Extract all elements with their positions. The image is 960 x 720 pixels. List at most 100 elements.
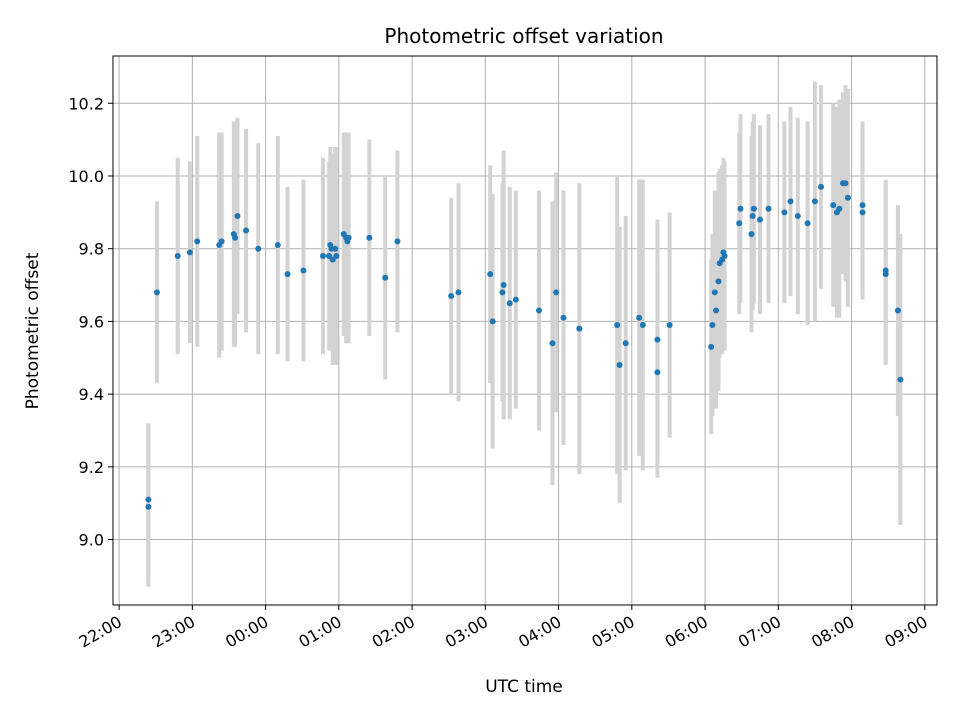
data-point	[506, 300, 513, 307]
data-point	[622, 340, 629, 347]
x-tick-label: 00:00	[222, 612, 271, 652]
data-point	[750, 205, 757, 212]
data-point	[654, 336, 661, 343]
data-point	[487, 271, 494, 278]
y-tick-label: 9.4	[79, 385, 104, 404]
data-point	[836, 205, 843, 212]
data-point	[804, 220, 811, 227]
data-point	[897, 376, 904, 383]
data-point	[787, 198, 794, 205]
data-point	[818, 183, 825, 190]
error-bars	[146, 81, 903, 587]
data-point	[781, 209, 788, 216]
data-point	[560, 314, 567, 321]
data-point	[708, 343, 715, 350]
y-tick-label: 10.0	[68, 167, 104, 186]
y-axis-label: Photometric offset	[23, 252, 43, 409]
y-tick-label: 9.6	[79, 312, 104, 331]
data-point	[842, 180, 849, 187]
data-point	[616, 362, 623, 369]
data-point	[639, 322, 646, 329]
data-point	[218, 238, 225, 245]
y-tick-label: 9.8	[79, 240, 104, 259]
data-point	[145, 503, 152, 510]
data-point	[448, 292, 455, 299]
data-point	[366, 234, 373, 241]
data-point	[549, 340, 556, 347]
data-point	[153, 289, 160, 296]
data-point	[666, 322, 673, 329]
data-points	[145, 180, 904, 510]
x-tick-label: 03:00	[442, 612, 491, 652]
data-point	[859, 209, 866, 216]
x-axis-label: UTC time	[485, 677, 563, 697]
data-point	[713, 307, 720, 314]
x-tick-label: 01:00	[295, 612, 344, 652]
x-tick-label: 22:00	[76, 612, 125, 652]
data-point	[794, 212, 801, 219]
data-point	[614, 322, 621, 329]
x-tick-label: 09:00	[881, 612, 930, 652]
data-point	[194, 238, 201, 245]
y-tick-label: 9.0	[79, 531, 104, 550]
data-point	[721, 252, 728, 259]
data-point	[186, 249, 193, 256]
data-point	[455, 289, 462, 296]
data-point	[844, 194, 851, 201]
y-tick-label: 9.2	[79, 458, 104, 477]
x-tick-label: 06:00	[662, 612, 711, 652]
x-tick-label: 04:00	[515, 612, 564, 652]
data-point	[332, 245, 339, 252]
data-point	[394, 238, 401, 245]
data-point	[274, 242, 281, 249]
data-point	[255, 245, 262, 252]
data-point	[736, 220, 743, 227]
data-point	[553, 289, 560, 296]
data-point	[333, 252, 340, 259]
grid	[113, 56, 937, 605]
data-point	[711, 289, 718, 296]
x-axis: 22:00 23:00 00:00 01:00 02:00 03:00 04:00 05:00…	[76, 605, 931, 652]
data-point	[830, 202, 837, 209]
data-point	[234, 212, 241, 219]
data-point	[811, 198, 818, 205]
plot-frame	[112, 55, 938, 606]
data-point	[654, 369, 661, 376]
chart-title: Photometric offset variation	[384, 24, 663, 48]
data-point	[145, 496, 152, 503]
data-point	[859, 202, 866, 209]
data-point	[329, 256, 336, 263]
data-point	[737, 205, 744, 212]
x-tick-label: 02:00	[369, 612, 418, 652]
data-point	[174, 252, 181, 259]
data-point	[756, 216, 763, 223]
data-point	[500, 282, 507, 289]
data-point	[232, 234, 239, 241]
data-point	[382, 274, 389, 281]
data-point	[636, 314, 643, 321]
data-point	[345, 234, 352, 241]
x-tick-label: 07:00	[735, 612, 784, 652]
data-point	[709, 322, 716, 329]
data-point	[576, 325, 583, 332]
data-point	[284, 271, 291, 278]
data-point	[326, 252, 333, 259]
data-point	[748, 231, 755, 238]
y-axis: 9.0 9.2 9.4 9.6 9.8 10.0 10.2	[68, 94, 113, 550]
data-point	[715, 278, 722, 285]
data-point	[243, 227, 250, 234]
x-tick-label: 05:00	[588, 612, 637, 652]
data-point	[749, 212, 756, 219]
data-point	[882, 271, 889, 278]
data-point	[319, 252, 326, 259]
data-point	[300, 267, 307, 274]
data-point	[536, 307, 543, 314]
data-point	[499, 289, 506, 296]
x-tick-label: 23:00	[149, 612, 198, 652]
data-point	[512, 296, 519, 303]
data-point	[765, 205, 772, 212]
x-tick-label: 08:00	[808, 612, 857, 652]
y-tick-label: 10.2	[68, 94, 104, 113]
data-point	[894, 307, 901, 314]
